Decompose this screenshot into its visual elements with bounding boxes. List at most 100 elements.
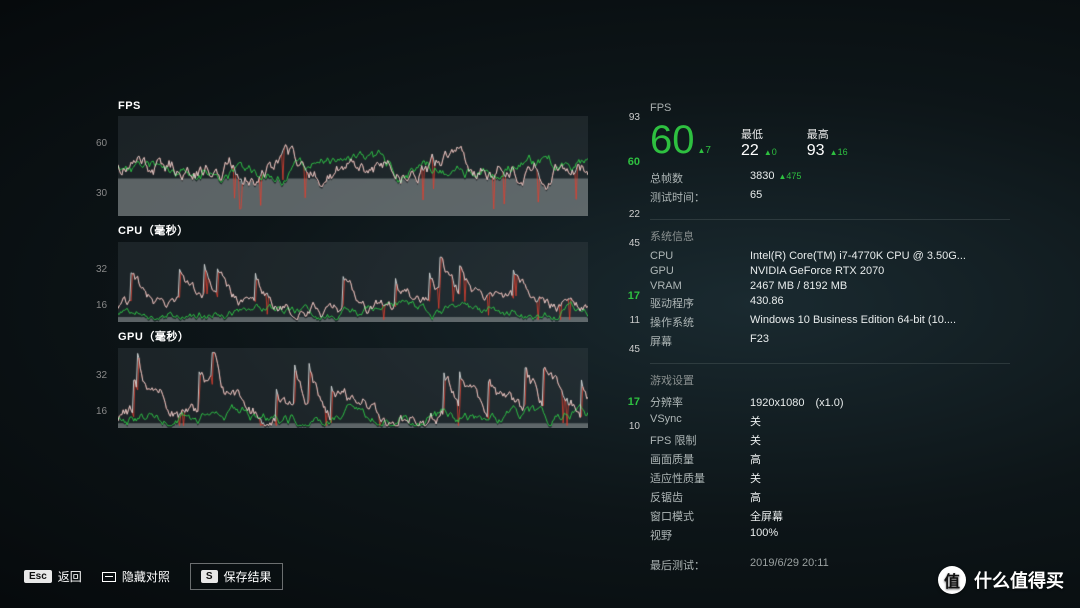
cpu-yleft-bot: 16 bbox=[96, 300, 107, 311]
gamesetting-label: 反锯齿 bbox=[650, 489, 750, 505]
fps-yright-mid: 60 bbox=[628, 156, 640, 168]
sysinfo-row: VRAM2467 MB / 8192 MB bbox=[650, 280, 1010, 292]
fps-yright-bot: 22 bbox=[629, 209, 640, 220]
fps-min-value: 22 bbox=[741, 142, 759, 159]
cpu-chart-block: CPU（毫秒） 32 16 45 17 11 bbox=[118, 222, 618, 322]
fps-max: 最高 93 ▲16 bbox=[807, 126, 848, 160]
cpu-yright-top: 45 bbox=[629, 238, 640, 249]
cpu-chart-title: CPU（毫秒） bbox=[118, 222, 618, 238]
gamesetting-value: 关 bbox=[750, 470, 1010, 486]
gpu-yleft-bot: 16 bbox=[96, 406, 107, 417]
hide-label: 隐藏对照 bbox=[122, 568, 170, 585]
sysinfo-row: CPUIntel(R) Core(TM) i7-4770K CPU @ 3.50… bbox=[650, 250, 1010, 262]
hide-icon bbox=[102, 572, 116, 582]
stats-fps-label: FPS bbox=[650, 102, 1010, 114]
last-test-label: 最后测试： bbox=[650, 557, 750, 573]
sysinfo-value: Windows 10 Business Edition 64-bit (10..… bbox=[750, 314, 1010, 330]
esc-keycap-icon: Esc bbox=[24, 570, 52, 583]
gpu-chart-title: GPU（毫秒） bbox=[118, 328, 618, 344]
cpu-chart-area bbox=[118, 242, 588, 322]
watermark: 值 什么值得买 bbox=[938, 566, 1064, 594]
fps-chart-title: FPS bbox=[118, 100, 618, 112]
sysinfo-row: GPUNVIDIA GeForce RTX 2070 bbox=[650, 265, 1010, 277]
gamesetting-label: VSync bbox=[650, 413, 750, 429]
fps-yleft-top: 60 bbox=[96, 138, 107, 149]
sysinfo-row: 屏幕F23 bbox=[650, 333, 1010, 349]
gamesetting-label: 画面质量 bbox=[650, 451, 750, 467]
gamesetting-row: 窗口模式全屏幕 bbox=[650, 508, 1010, 524]
gamesettings-rows: 分辨率1920x1080 (x1.0)VSync关FPS 限制关画面质量高适应性… bbox=[650, 394, 1010, 543]
gamesettings-header: 游戏设置 bbox=[650, 363, 1010, 388]
total-frames-row: 总帧数 3830▲475 bbox=[650, 170, 1010, 186]
gamesetting-label: 分辨率 bbox=[650, 394, 750, 410]
sysinfo-label: 驱动程序 bbox=[650, 295, 750, 311]
back-button[interactable]: Esc 返回 bbox=[24, 568, 82, 585]
gamesetting-label: 窗口模式 bbox=[650, 508, 750, 524]
back-label: 返回 bbox=[58, 568, 82, 585]
fps-summary-row: 60 ▲7 最低 22 ▲0 最高 93 ▲16 bbox=[650, 120, 1010, 160]
sysinfo-row: 驱动程序430.86 bbox=[650, 295, 1010, 311]
cpu-yright-mid: 17 bbox=[628, 290, 640, 302]
hide-compare-button[interactable]: 隐藏对照 bbox=[102, 568, 170, 585]
fps-value: 60 bbox=[650, 120, 695, 160]
gamesetting-row: 适应性质量关 bbox=[650, 470, 1010, 486]
test-time-label: 测试时间： bbox=[650, 189, 750, 205]
total-frames-value: 3830▲475 bbox=[750, 170, 1010, 186]
sysinfo-row: 操作系统Windows 10 Business Edition 64-bit (… bbox=[650, 314, 1010, 330]
gamesetting-row: 画面质量高 bbox=[650, 451, 1010, 467]
gamesetting-label: 视野 bbox=[650, 527, 750, 543]
gpu-chart-block: GPU（毫秒） 32 16 45 17 10 bbox=[118, 328, 618, 428]
total-frames-label: 总帧数 bbox=[650, 170, 750, 186]
gamesetting-row: 反锯齿高 bbox=[650, 489, 1010, 505]
gamesetting-value: 关 bbox=[750, 432, 1010, 448]
fps-yright-top: 93 bbox=[629, 112, 640, 123]
gpu-yleft-top: 32 bbox=[96, 370, 107, 381]
fps-chart-area bbox=[118, 116, 588, 216]
stats-panel: FPS 60 ▲7 最低 22 ▲0 最高 93 ▲16 总帧数 3830▲47… bbox=[650, 102, 1010, 576]
gamesetting-value: 关 bbox=[750, 413, 1010, 429]
watermark-badge-icon: 值 bbox=[938, 566, 966, 594]
gamesetting-row: FPS 限制关 bbox=[650, 432, 1010, 448]
gamesetting-value: 1920x1080 (x1.0) bbox=[750, 394, 1010, 410]
fps-min: 最低 22 ▲0 bbox=[741, 126, 777, 160]
save-label: 保存结果 bbox=[224, 568, 272, 585]
s-keycap-icon: S bbox=[201, 570, 218, 583]
sysinfo-value: NVIDIA GeForce RTX 2070 bbox=[750, 265, 1010, 277]
sysinfo-rows: CPUIntel(R) Core(TM) i7-4770K CPU @ 3.50… bbox=[650, 250, 1010, 349]
cpu-yright-bot: 11 bbox=[630, 315, 640, 326]
gamesetting-value: 高 bbox=[750, 451, 1010, 467]
fps-max-value: 93 bbox=[807, 142, 825, 159]
test-time-row: 测试时间： 65 bbox=[650, 189, 1010, 205]
fps-current: 60 ▲7 bbox=[650, 120, 711, 160]
sysinfo-label: CPU bbox=[650, 250, 750, 262]
gpu-yright-top: 45 bbox=[629, 344, 640, 355]
save-result-button[interactable]: S 保存结果 bbox=[190, 563, 283, 590]
cpu-yleft-top: 32 bbox=[96, 264, 107, 275]
fps-delta: ▲7 bbox=[698, 145, 711, 156]
sysinfo-label: 屏幕 bbox=[650, 333, 750, 349]
sysinfo-label: VRAM bbox=[650, 280, 750, 292]
fps-min-label: 最低 bbox=[741, 126, 777, 142]
sysinfo-header: 系统信息 bbox=[650, 219, 1010, 244]
fps-min-delta: ▲0 bbox=[764, 147, 777, 157]
footer-bar: Esc 返回 隐藏对照 S 保存结果 bbox=[24, 563, 283, 590]
gamesetting-row: 分辨率1920x1080 (x1.0) bbox=[650, 394, 1010, 410]
charts-panel: FPS 60 30 93 60 22 CPU（毫秒） 32 16 45 17 1… bbox=[118, 100, 618, 434]
gamesetting-label: 适应性质量 bbox=[650, 470, 750, 486]
gamesetting-row: VSync关 bbox=[650, 413, 1010, 429]
sysinfo-value: 430.86 bbox=[750, 295, 1010, 311]
sysinfo-label: 操作系统 bbox=[650, 314, 750, 330]
sysinfo-value: Intel(R) Core(TM) i7-4770K CPU @ 3.50G..… bbox=[750, 250, 1010, 262]
gamesetting-row: 视野100% bbox=[650, 527, 1010, 543]
sysinfo-value: 2467 MB / 8192 MB bbox=[750, 280, 1010, 292]
fps-max-label: 最高 bbox=[807, 126, 848, 142]
fps-max-delta: ▲16 bbox=[830, 147, 848, 157]
gpu-yright-mid: 17 bbox=[628, 396, 640, 408]
test-time-value: 65 bbox=[750, 189, 1010, 205]
gpu-yright-bot: 10 bbox=[629, 421, 640, 432]
sysinfo-label: GPU bbox=[650, 265, 750, 277]
sysinfo-value: F23 bbox=[750, 333, 1010, 349]
fps-yleft-bot: 30 bbox=[96, 188, 107, 199]
gamesetting-value: 全屏幕 bbox=[750, 508, 1010, 524]
gamesetting-value: 高 bbox=[750, 489, 1010, 505]
